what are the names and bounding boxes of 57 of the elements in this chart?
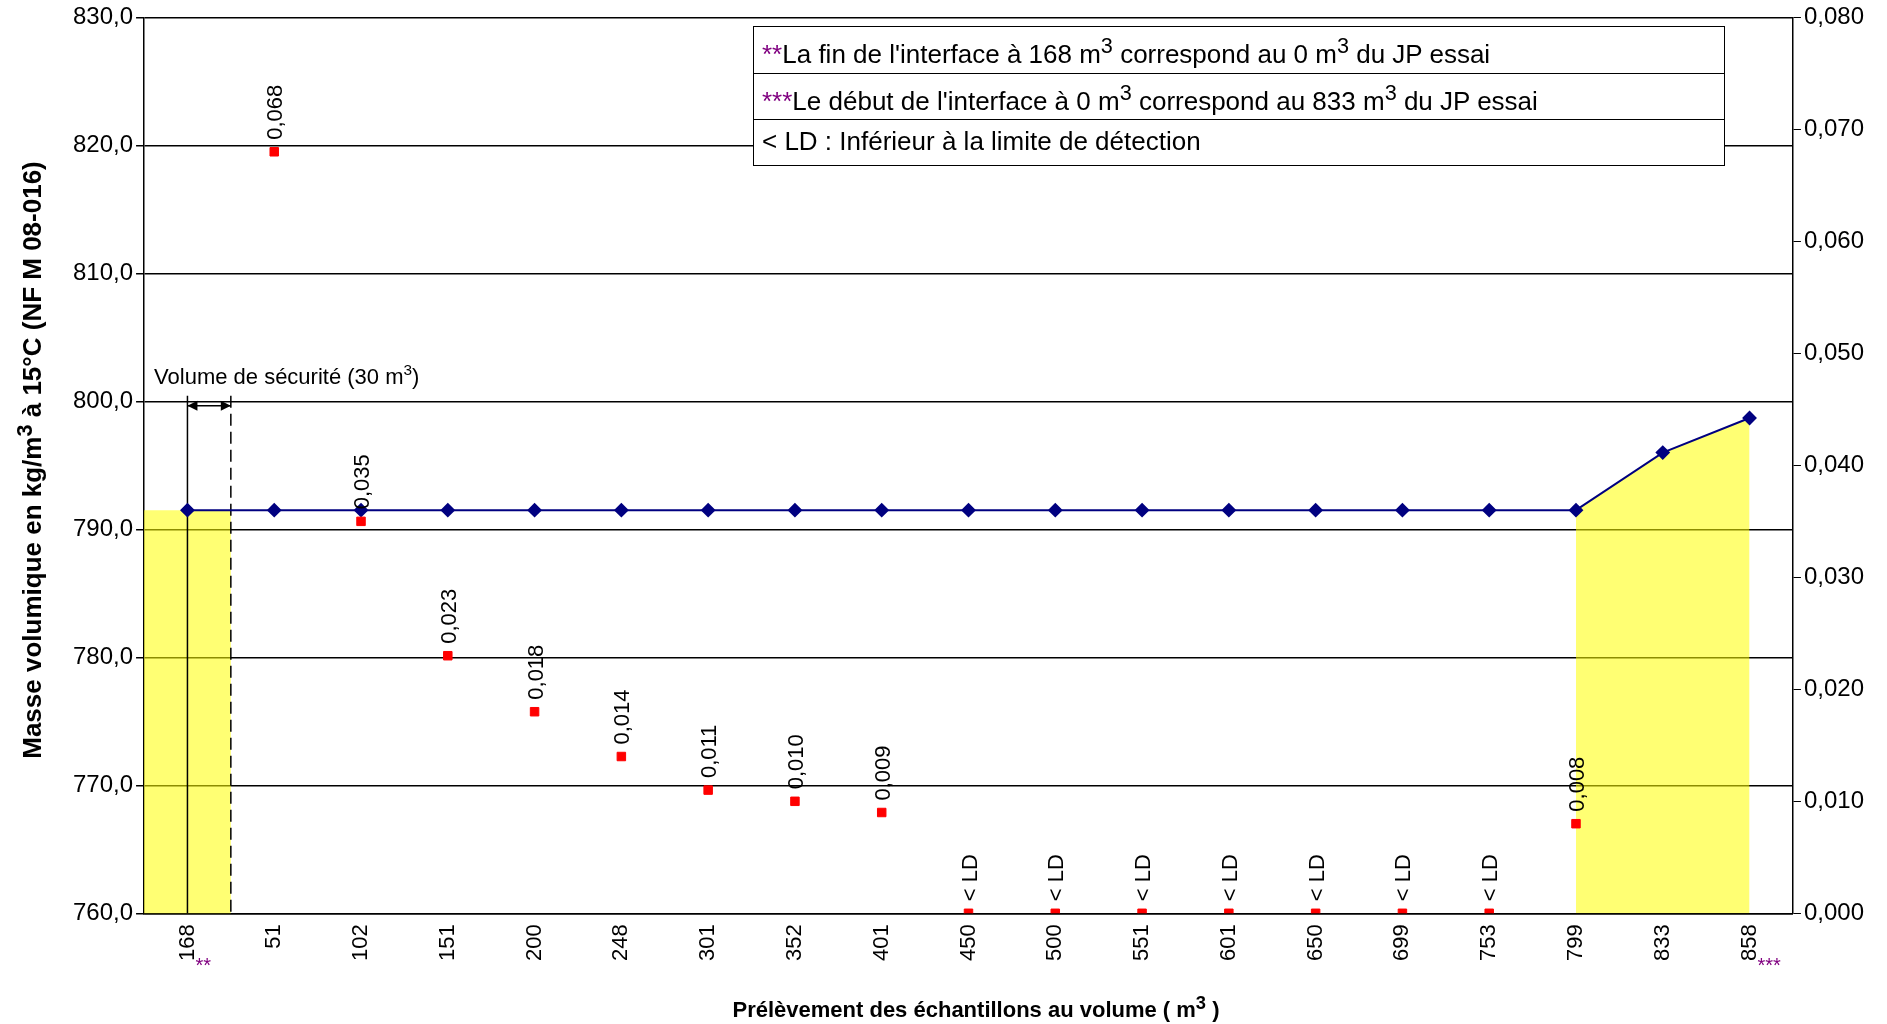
x-tick-label: 650 <box>1301 924 1327 962</box>
y2-tick-label: 0,000 <box>1803 897 1864 925</box>
data-label: < LD <box>1130 854 1156 902</box>
data-label: 0,014 <box>609 689 635 745</box>
y-tick-label: 800,0 <box>73 385 134 413</box>
data-label: 0,068 <box>262 84 288 140</box>
data-label: < LD <box>1303 854 1329 902</box>
annotation: **La fin de l'interface à 168 m$^{3}$ correspond au 0 m$^{3}$ du JP essai <box>761 32 1492 71</box>
x-tick-label: 51 <box>260 924 286 949</box>
text: ** <box>195 954 212 976</box>
data-label: < LD <box>1390 854 1416 902</box>
y-tick-label: 790,0 <box>73 513 134 541</box>
y2-tick-label: 0,060 <box>1803 226 1864 253</box>
y2-tick-label: 0,050 <box>1803 337 1864 365</box>
x-tick-label: 601 <box>1214 924 1240 962</box>
text: *** <box>1757 954 1782 976</box>
data-label: 0,010 <box>782 734 808 790</box>
data-label: 0,035 <box>349 454 375 510</box>
y-tick-label: 810,0 <box>73 257 134 285</box>
y-tick-label: 760,0 <box>73 897 134 925</box>
x-tick-label: 301 <box>694 924 720 962</box>
data-label: 0,018 <box>522 644 548 700</box>
x-tick-label: 833 <box>1648 924 1674 962</box>
data-label: < LD <box>1216 854 1242 902</box>
y2-tick-label: 0,070 <box>1803 114 1864 142</box>
x-tick-label: 102 <box>347 924 373 962</box>
x-tick-label: 500 <box>1041 924 1067 962</box>
y-tick-label: 830,0 <box>73 2 134 30</box>
y-tick-label: 780,0 <box>73 641 134 669</box>
x-tick-label: 401 <box>867 924 893 962</box>
data-label: < LD <box>956 854 982 902</box>
note-box: **La fin de l'interface à 168 m$^{3}$ correspond au 0 m$^{3}$ du JP essai ***Le début de l'interface à 0 m$^{3}$ correspond au 833 m$^{3}$ du JP essai < LD : Inférieur à la limite de détection <box>753 26 1725 166</box>
x-tick-label: 200 <box>520 924 546 962</box>
annotation: ***Le début de l'interface à 0 m$^{3}$ correspond au 833 m$^{3}$ du JP essai <box>754 73 1724 119</box>
annotation: < LD : Inférieur à la limite de détection <box>754 119 1724 165</box>
y2-tick-label: 0,010 <box>1803 785 1864 813</box>
data-label: 0,008 <box>1563 756 1589 812</box>
x-tick-label: 799 <box>1562 924 1588 962</box>
data-label: 0,009 <box>869 745 895 801</box>
y-tick-label: 770,0 <box>73 769 134 797</box>
x-tick-label: 753 <box>1475 924 1501 962</box>
y-tick-label: 820,0 <box>73 130 134 158</box>
data-label: < LD <box>1477 854 1503 902</box>
y2-tick-label: 0,080 <box>1803 2 1864 30</box>
x-tick-label: 352 <box>781 924 806 962</box>
data-label: 0,023 <box>435 588 461 644</box>
x-tick-label: 151 <box>433 924 459 962</box>
y2-tick-label: 0,020 <box>1803 673 1864 701</box>
x-tick-label: 248 <box>607 924 633 962</box>
y2-tick-label: 0,040 <box>1803 449 1864 477</box>
data-label: < LD <box>1043 854 1069 902</box>
x-axis-title: Prélèvement des échantillons au volume ( m$^{3}$ ) <box>732 992 1220 1024</box>
y2-tick-label: 0,030 <box>1803 561 1864 589</box>
data-label: 0,011 <box>696 724 722 779</box>
x-tick-label: 450 <box>954 924 980 962</box>
x-tick-label: 699 <box>1388 924 1414 962</box>
x-tick-label: 551 <box>1128 924 1154 962</box>
